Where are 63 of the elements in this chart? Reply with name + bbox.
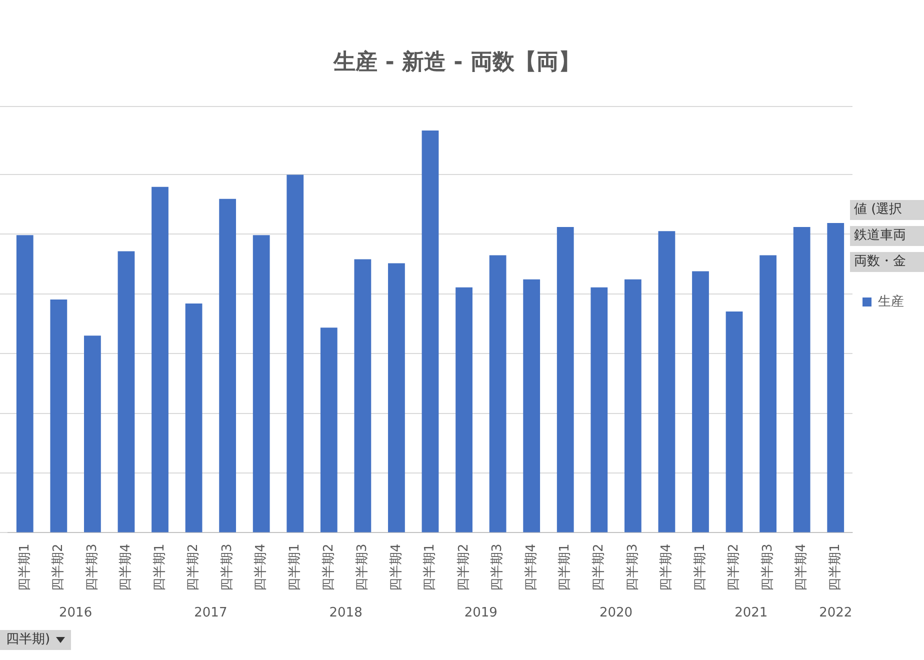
- bar: [624, 279, 642, 532]
- x-tick-label: 四半期4: [794, 544, 810, 592]
- text: 2021: [734, 606, 768, 621]
- x-tick-label: 四半期2: [186, 544, 202, 592]
- x-tick-label: 四半期4: [388, 544, 404, 592]
- x-tick-label: 四半期3: [220, 544, 235, 592]
- text: 2020: [599, 606, 633, 621]
- x-tick-label: 四半期3: [355, 544, 370, 592]
- x-tick-label: 四半期1: [152, 544, 168, 592]
- x-tick-label: 四半期1: [828, 544, 843, 592]
- x-tick-label: 四半期2: [726, 544, 742, 592]
- bar: [489, 255, 506, 532]
- x-tick-label: 四半期3: [84, 544, 100, 592]
- bar: [726, 312, 743, 532]
- bar: [118, 251, 135, 532]
- bar: [658, 231, 676, 532]
- x-tick-label: 四半期2: [321, 544, 336, 592]
- bar: [252, 235, 270, 532]
- bar: [523, 279, 540, 532]
- bar: [760, 255, 776, 532]
- bar: [456, 287, 472, 532]
- text: 2019: [464, 606, 498, 621]
- text: 2016: [59, 606, 92, 621]
- x-tick-label: 四半期2: [51, 544, 66, 592]
- bar: [556, 227, 574, 532]
- text: 2018: [329, 606, 362, 621]
- x-tick-label: 四半期1: [422, 544, 438, 592]
- text: 鉄道車両: [850, 226, 924, 246]
- x-tick-label: 四半期2: [456, 544, 472, 592]
- bar: [692, 271, 709, 532]
- text: 2022: [819, 606, 852, 621]
- bar: [590, 287, 608, 532]
- legend-label: 生産: [878, 293, 904, 310]
- bar: [827, 223, 844, 532]
- x-tick-label: 四半期1: [288, 544, 303, 592]
- x-tick-label: 四半期1: [558, 544, 573, 592]
- x-tick-label: 四半期4: [524, 544, 539, 592]
- x-tick-label: 四半期4: [118, 544, 134, 592]
- bar: [793, 227, 810, 532]
- bar: [422, 130, 439, 532]
- text: 2017: [194, 606, 228, 621]
- bar: [84, 336, 101, 532]
- bar: [185, 303, 202, 532]
- text: 値 (選択: [850, 200, 924, 220]
- bar: [152, 186, 168, 532]
- x-tick-label: 四半期3: [625, 544, 640, 592]
- bar: [286, 174, 304, 532]
- x-tick-label: 四半期4: [659, 544, 674, 592]
- bar: [388, 263, 405, 532]
- text: 両数・金: [850, 252, 924, 272]
- bar: [219, 198, 236, 532]
- bar: [16, 235, 34, 532]
- x-tick-label: 四半期4: [254, 544, 269, 592]
- x-tick-label: 四半期3: [760, 544, 776, 592]
- bar: [50, 299, 68, 532]
- x-tick-label: 四半期3: [490, 544, 506, 592]
- bar: [320, 328, 338, 532]
- x-tick-label: 四半期2: [592, 544, 607, 592]
- x-tick-label: 四半期1: [17, 544, 32, 592]
- chart-title: 生産 - 新造 - 両数【両】: [332, 48, 580, 75]
- text: 四半期): [6, 631, 50, 649]
- bar: [354, 259, 372, 532]
- x-tick-label: 四半期1: [692, 544, 708, 592]
